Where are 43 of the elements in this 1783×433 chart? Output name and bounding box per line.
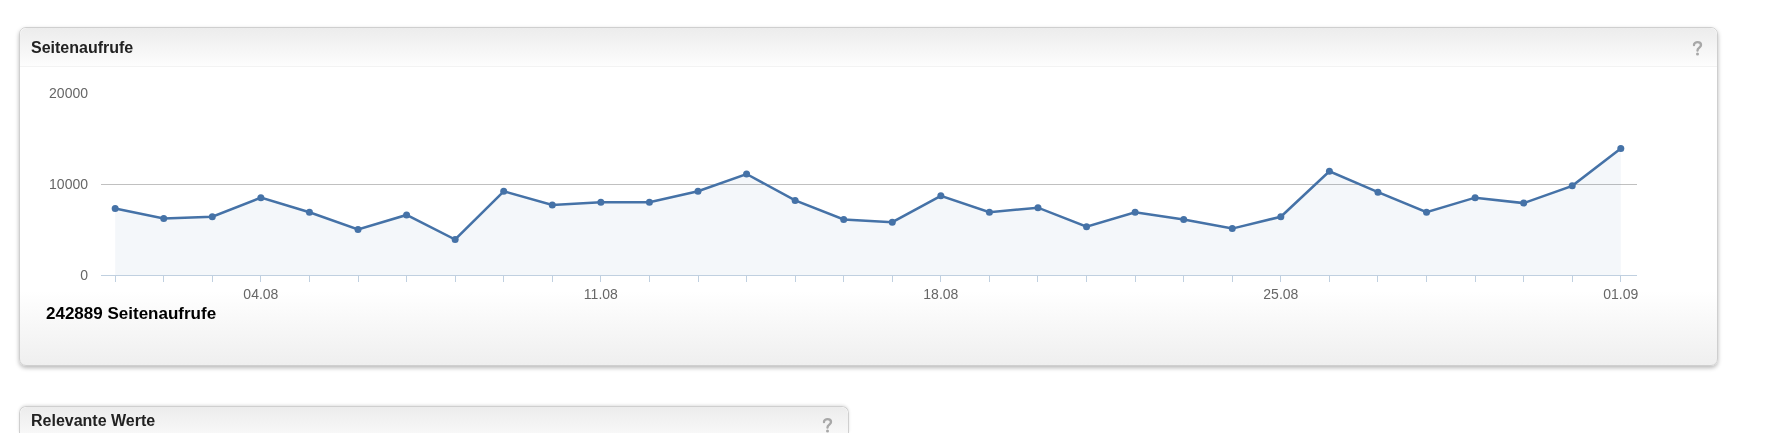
point: [208, 213, 216, 221]
x-tick-label: 18.08: [923, 285, 959, 302]
point: [1520, 199, 1528, 207]
point: [1180, 215, 1188, 223]
point: [743, 170, 751, 178]
point: [840, 215, 848, 223]
point: [403, 211, 411, 219]
y-tick-label: 0: [80, 266, 89, 283]
y-tick-label: 20000: [49, 84, 89, 101]
point: [160, 215, 168, 223]
point: [888, 218, 896, 226]
point: [791, 196, 799, 204]
point: [500, 187, 508, 195]
point: [1325, 167, 1333, 175]
point: [985, 208, 993, 216]
point: [257, 194, 265, 202]
point: [645, 198, 653, 206]
point: [1277, 213, 1285, 221]
point: [1083, 223, 1091, 231]
point: [1034, 204, 1042, 212]
point: [694, 187, 702, 195]
point: [1374, 188, 1382, 196]
x-tick-label: 04.08: [243, 285, 279, 302]
point: [548, 201, 556, 209]
point: [354, 226, 362, 233]
point: [597, 198, 605, 206]
point: [111, 205, 119, 213]
point: [1423, 208, 1431, 216]
text: 242889 Seitenaufrufe: [46, 304, 217, 324]
x-tick-label: 25.08: [1263, 285, 1299, 302]
point: [451, 236, 459, 244]
point: [1228, 225, 1236, 233]
point: [937, 192, 945, 200]
point: [1131, 208, 1139, 216]
point: [1471, 194, 1479, 202]
chart-title: Seitenaufrufe: [31, 38, 134, 58]
x-tick-label: 11.08: [583, 285, 619, 302]
x-tick-label: 01.09: [1603, 285, 1639, 302]
point: [1617, 145, 1625, 153]
point: [305, 208, 313, 216]
text: Relevante Werte: [31, 411, 156, 431]
y-tick-label: 10000: [49, 175, 89, 192]
point: [1568, 182, 1576, 190]
